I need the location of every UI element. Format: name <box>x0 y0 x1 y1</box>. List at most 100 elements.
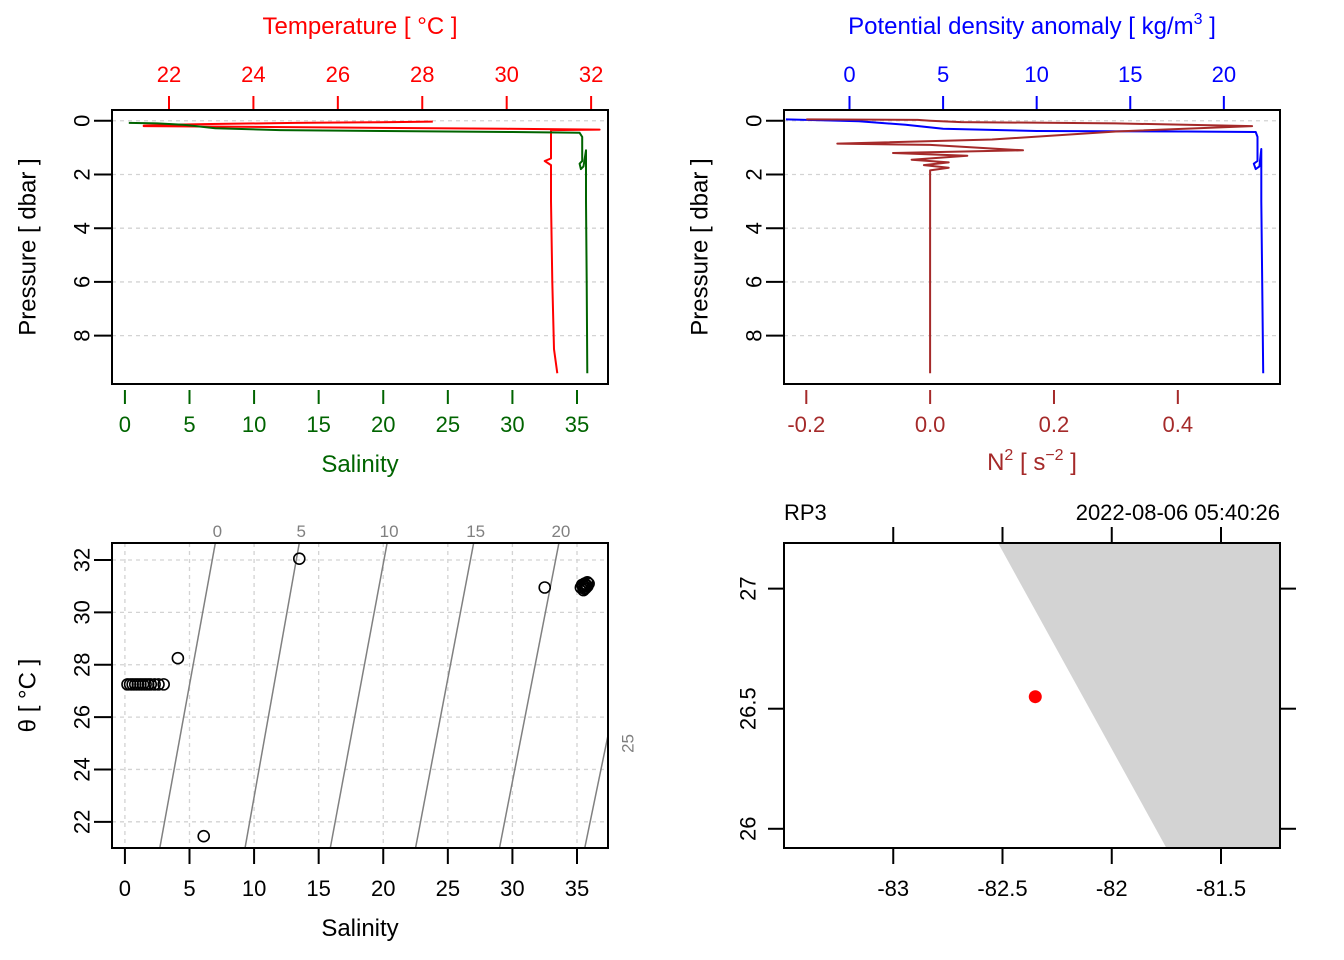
x-tick-label: 35 <box>565 876 589 901</box>
isopycnal-line <box>584 735 608 848</box>
isopycnal-line <box>159 543 217 848</box>
data-point <box>577 583 590 597</box>
x-tick-label: -81.5 <box>1196 876 1246 901</box>
y-tick-label: 8 <box>70 330 95 342</box>
bottom-tick-label: 0.2 <box>1039 412 1070 437</box>
data-point <box>171 651 185 665</box>
x-tick-label: 25 <box>436 876 460 901</box>
x-tick-label: 15 <box>306 876 330 901</box>
y-tick-label: 32 <box>70 548 95 572</box>
data-point <box>581 575 594 589</box>
top-tick-label: 22 <box>157 62 181 87</box>
y-tick-label: 0 <box>70 115 95 127</box>
x-tick-label: -83 <box>877 876 909 901</box>
x-tick-label: -82.5 <box>977 876 1027 901</box>
superscript: 2 <box>1004 447 1013 464</box>
bottom-tick-label: 30 <box>500 412 524 437</box>
title-text: [ s <box>1013 449 1045 476</box>
y-tick-label: 6 <box>70 276 95 288</box>
top-tick-label: 0 <box>843 62 855 87</box>
datetime-label: 2022-08-06 05:40:26 <box>1076 500 1280 525</box>
top-tick-label: 15 <box>1118 62 1142 87</box>
isopycnal-label: 10 <box>380 522 399 541</box>
top-tick-label: 20 <box>1212 62 1236 87</box>
land-polygon <box>998 543 1280 848</box>
bottom-tick-label: 25 <box>436 412 460 437</box>
x-tick-label: 0 <box>119 876 131 901</box>
data-point <box>581 579 594 593</box>
plot-frame <box>111 109 609 385</box>
top-axis-title: Potential density anomaly [ kg/m3 ] <box>848 11 1216 40</box>
plot-frame <box>783 109 1281 385</box>
y-axis-title: Pressure [ dbar ] <box>687 158 714 335</box>
bottom-tick-label: 35 <box>565 412 589 437</box>
data-point <box>538 581 552 594</box>
y-tick-label: 24 <box>70 757 95 781</box>
bottom-tick-label: 0 <box>119 412 131 437</box>
station-marker <box>1028 690 1042 704</box>
data-point <box>292 552 306 566</box>
x-tick-label: 10 <box>242 876 266 901</box>
panel-density-n2-profile: 0 2 4 6 8 Pressure [ dbar ] 0 5 10 15 20 -0.2 0.0 0.2… <box>687 11 1281 476</box>
isopycnal-line <box>244 543 301 848</box>
y-tick-label: 2 <box>742 168 767 180</box>
isopycnal-label: 20 <box>551 522 570 541</box>
data-point <box>144 678 158 691</box>
x-tick-label: 5 <box>183 876 195 901</box>
y-tick-label: 27 <box>736 576 761 600</box>
isopycnal-line <box>414 543 475 848</box>
bottom-tick-label: 0.0 <box>915 412 946 437</box>
title-text: N <box>987 449 1004 476</box>
x-tick-label: 20 <box>371 876 395 901</box>
bottom-tick-label: 10 <box>242 412 266 437</box>
bottom-tick-label: 0.4 <box>1163 412 1194 437</box>
data-point <box>148 678 161 691</box>
top-tick-label: 26 <box>326 62 350 87</box>
isopycnal-line <box>498 543 560 848</box>
y-tick-label: 2 <box>70 168 95 180</box>
data-point <box>152 678 165 691</box>
series-line-temperature <box>142 120 601 374</box>
y-tick-label: 8 <box>742 330 767 342</box>
panel-ts-diagram: 0 5 10 15 20 25 0 5 10 15 20 25 30 35 22 24 26 28 30 32 Sali… <box>15 522 638 942</box>
y-axis-title: θ [ °C ] <box>15 659 42 733</box>
y-tick-label: 26 <box>70 705 95 729</box>
series-line-salinity <box>128 121 589 374</box>
top-tick-label: 32 <box>579 62 603 87</box>
top-tick-label: 5 <box>937 62 949 87</box>
bottom-axis-title: Salinity <box>321 451 398 478</box>
panel-location-map: -83 -82.5 -82 -81.5 26 26.5 27 RP3 2022-08-06 05… <box>736 500 1296 901</box>
x-axis-title: Salinity <box>321 915 398 942</box>
plot-frame <box>111 542 609 849</box>
data-point <box>197 829 211 843</box>
bottom-tick-label: 15 <box>306 412 330 437</box>
top-tick-label: 30 <box>494 62 518 87</box>
top-tick-label: 10 <box>1024 62 1048 87</box>
plot-frame <box>783 542 1281 849</box>
y-tick-label: 28 <box>70 652 95 676</box>
isopycnal-label: 0 <box>213 522 222 541</box>
x-tick-label: -82 <box>1096 876 1128 901</box>
top-tick-label: 24 <box>241 62 265 87</box>
y-tick-label: 22 <box>70 810 95 834</box>
y-tick-label: 4 <box>70 222 95 234</box>
bottom-axis-title: N2 [ s−2 ] <box>987 447 1077 476</box>
superscript: −2 <box>1045 447 1063 464</box>
y-tick-label: 26 <box>736 817 761 841</box>
top-axis-title: Temperature [ °C ] <box>263 13 458 40</box>
data-point <box>579 581 593 594</box>
title-text: Potential density anomaly [ kg/m <box>848 13 1194 40</box>
series-line-potential-density-anomaly <box>785 118 1265 374</box>
superscript: 3 <box>1194 11 1203 28</box>
y-tick-label: 0 <box>742 115 767 127</box>
y-tick-label: 30 <box>70 600 95 624</box>
title-text: ] <box>1064 449 1077 476</box>
data-point <box>157 678 170 691</box>
y-axis-title: Pressure [ dbar ] <box>15 158 42 335</box>
title-text: ] <box>1203 13 1216 40</box>
top-tick-label: 28 <box>410 62 434 87</box>
series-line-n2 <box>806 118 1254 374</box>
isopycnal-label: 5 <box>297 522 306 541</box>
isopycnal-line <box>329 543 388 848</box>
